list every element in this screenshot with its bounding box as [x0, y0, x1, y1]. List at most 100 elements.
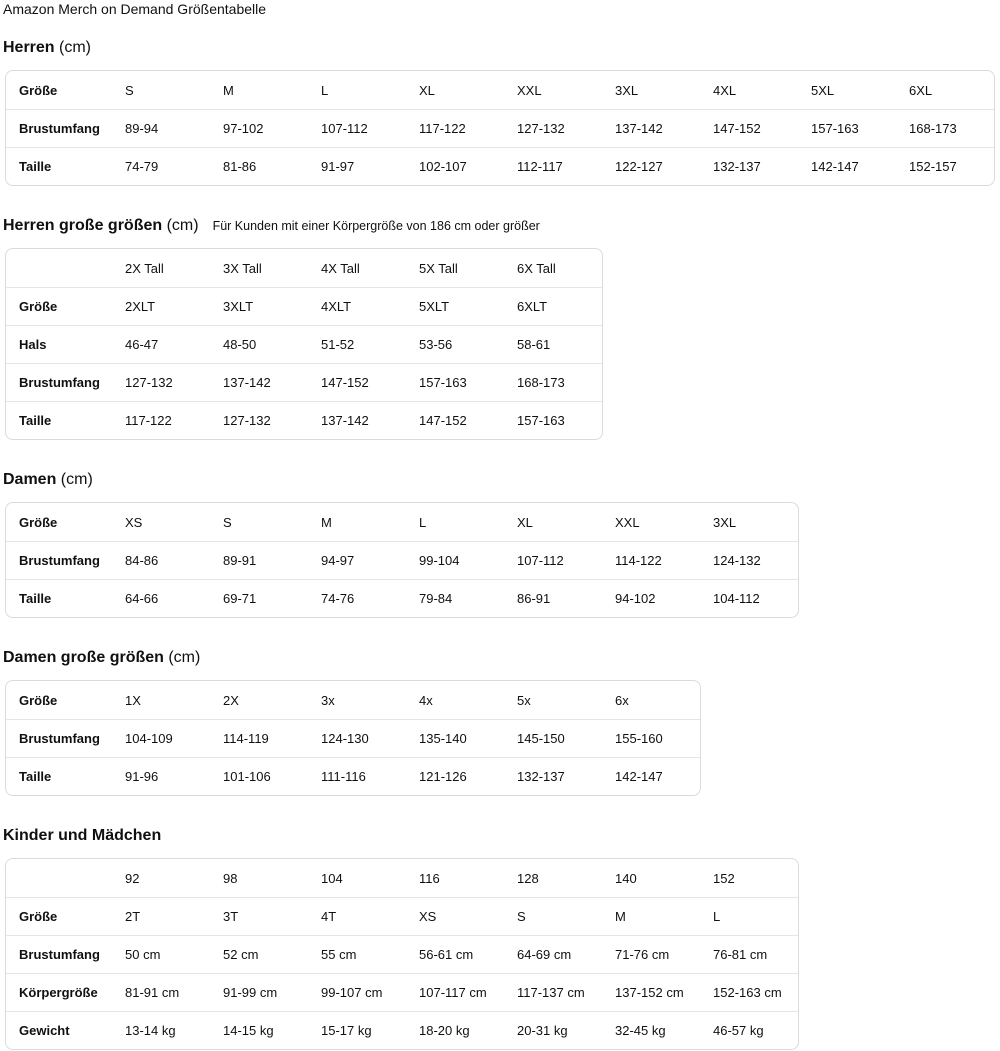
data-row: Körpergröße 81-91 cm 91-99 cm 99-107 cm 107-… — [6, 973, 798, 1011]
column-header-cell: S — [223, 514, 232, 530]
value-cell: 3XLT — [210, 287, 308, 325]
value-cell: 5XLT — [406, 287, 504, 325]
row-label-cell: Brustumfang — [6, 363, 112, 401]
size-section-herren: Herren (cm) Größe S M L XL XXL 3XL 4XL 5XL 6XL Brus… — [3, 38, 1000, 186]
value-cell: 64-69 cm — [504, 935, 602, 973]
value-cell: 2T — [112, 897, 210, 935]
data-row: Gewicht 13-14 kg 14-15 kg 15-17 kg 18-20 kg 2… — [6, 1011, 798, 1049]
data-row: Brustumfang 89-94 97-102 107-112 117-122 127-… — [6, 109, 994, 147]
value-cell: 81-91 cm — [112, 973, 210, 1011]
value-cell: 71-76 cm — [602, 935, 700, 973]
column-header-cell: 128 — [517, 870, 539, 886]
column-header-cell: 104 — [321, 870, 343, 886]
value-cell: 157-163 — [504, 401, 602, 439]
column-header-cell: 98 — [223, 870, 238, 886]
section-heading-herren: Herren (cm) — [3, 38, 1000, 58]
heading-unit: (cm) — [163, 649, 201, 666]
value-cell: 132-137 — [700, 147, 798, 185]
data-row: Brustumfang 50 cm 52 cm 55 cm 56-61 cm 64-69 … — [6, 935, 798, 973]
value-cell: 168-173 — [504, 363, 602, 401]
row-label-cell: Hals — [6, 325, 112, 363]
value-cell: 117-122 — [112, 401, 210, 439]
value-cell: 104-112 — [700, 579, 798, 617]
heading-note: Für Kunden mit einer Körpergröße von 186… — [212, 219, 540, 233]
column-header-cell: 152 — [713, 870, 735, 886]
value-cell: 91-97 — [308, 147, 406, 185]
column-header-cell: 4XL — [713, 82, 737, 98]
value-cell: 56-61 cm — [406, 935, 504, 973]
column-header-cell: 5x — [517, 692, 531, 708]
value-cell: 64-66 — [112, 579, 210, 617]
value-cell: 107-112 — [308, 109, 406, 147]
size-section-damen: Damen (cm) Größe XS S M L XL XXL 3XL Brustumfang 8… — [3, 470, 1000, 618]
value-cell: 157-163 — [798, 109, 896, 147]
column-header-cell: 5X Tall — [419, 260, 458, 276]
value-cell: 122-127 — [602, 147, 700, 185]
value-cell: 112-117 — [504, 147, 602, 185]
value-cell: 145-150 — [504, 719, 602, 757]
row-label-cell: Brustumfang — [6, 719, 112, 757]
value-cell: 127-132 — [112, 363, 210, 401]
header-row: 2X Tall 3X Tall 4X Tall 5X Tall 6X Tall — [6, 249, 602, 287]
value-cell: 137-142 — [602, 109, 700, 147]
column-header-cell: 140 — [615, 870, 637, 886]
value-cell: 84-86 — [112, 541, 210, 579]
value-cell: 15-17 kg — [308, 1011, 406, 1049]
value-cell: 13-14 kg — [112, 1011, 210, 1049]
column-header-cell: 6x — [615, 692, 629, 708]
data-row: Größe 2T 3T 4T XS S M L — [6, 897, 798, 935]
value-cell: 137-142 — [308, 401, 406, 439]
value-cell: M — [602, 897, 700, 935]
value-cell: 3T — [210, 897, 308, 935]
row-label-cell: Brustumfang — [6, 935, 112, 973]
value-cell: 147-152 — [406, 401, 504, 439]
data-row: Taille 91-96 101-106 111-116 121-126 132-137 1… — [6, 757, 700, 795]
column-header-cell: XXL — [615, 514, 640, 530]
heading-unit: (cm) — [56, 471, 93, 488]
row-label-cell: Größe — [19, 82, 58, 98]
column-header-cell: M — [321, 514, 332, 530]
value-cell: 52 cm — [210, 935, 308, 973]
size-section-herren-grosse-groessen: Herren große größen (cm) Für Kunden mit e… — [3, 216, 1000, 440]
row-label-cell: Gewicht — [6, 1011, 112, 1049]
value-cell: 51-52 — [308, 325, 406, 363]
value-cell: 157-163 — [406, 363, 504, 401]
value-cell: 46-47 — [112, 325, 210, 363]
data-row: Taille 117-122 127-132 137-142 147-152 157-16… — [6, 401, 602, 439]
value-cell: 152-157 — [896, 147, 994, 185]
value-cell: 86-91 — [504, 579, 602, 617]
value-cell: 104-109 — [112, 719, 210, 757]
row-label-cell: Größe — [6, 287, 112, 325]
column-header-cell: 3X Tall — [223, 260, 262, 276]
value-cell: 101-106 — [210, 757, 308, 795]
value-cell: 137-142 — [210, 363, 308, 401]
value-cell: 142-147 — [798, 147, 896, 185]
value-cell: 99-107 cm — [308, 973, 406, 1011]
heading-unit: (cm) — [162, 217, 199, 234]
header-row: Größe S M L XL XXL 3XL 4XL 5XL 6XL — [6, 71, 994, 109]
row-label-cell: Größe — [19, 692, 58, 708]
value-cell: 89-91 — [210, 541, 308, 579]
size-chart-page: Amazon Merch on Demand Größentabelle Her… — [3, 0, 1000, 1050]
column-header-cell: L — [321, 82, 329, 98]
value-cell: 124-130 — [308, 719, 406, 757]
size-section-kinder-und-maedchen: Kinder und Mädchen 92 98 104 116 128 140 152 Grö… — [3, 826, 1000, 1050]
value-cell: 114-119 — [210, 719, 308, 757]
size-section-damen-grosse-groessen: Damen große größen (cm) Größe 1X 2X 3x 4x 5x 6x… — [3, 648, 1000, 796]
empty-corner-cell — [6, 859, 112, 897]
value-cell: 127-132 — [504, 109, 602, 147]
value-cell: 20-31 kg — [504, 1011, 602, 1049]
heading-title: Damen — [3, 471, 57, 488]
column-header-cell: 3XL — [713, 514, 737, 530]
value-cell: 46-57 kg — [700, 1011, 798, 1049]
header-row: Größe 1X 2X 3x 4x 5x 6x — [6, 681, 700, 719]
size-table-herren-grosse-groessen: 2X Tall 3X Tall 4X Tall 5X Tall 6X Tall Größe… — [5, 248, 603, 440]
heading-unit: (cm) — [54, 39, 92, 56]
size-chart-sections: Herren (cm) Größe S M L XL XXL 3XL 4XL 5XL 6XL Brus… — [3, 38, 1000, 1050]
value-cell: 91-99 cm — [210, 973, 308, 1011]
value-cell: 142-147 — [602, 757, 700, 795]
column-header-cell: 4X Tall — [321, 260, 360, 276]
column-header-cell: XL — [517, 514, 533, 530]
value-cell: 69-71 — [210, 579, 308, 617]
value-cell: 97-102 — [210, 109, 308, 147]
